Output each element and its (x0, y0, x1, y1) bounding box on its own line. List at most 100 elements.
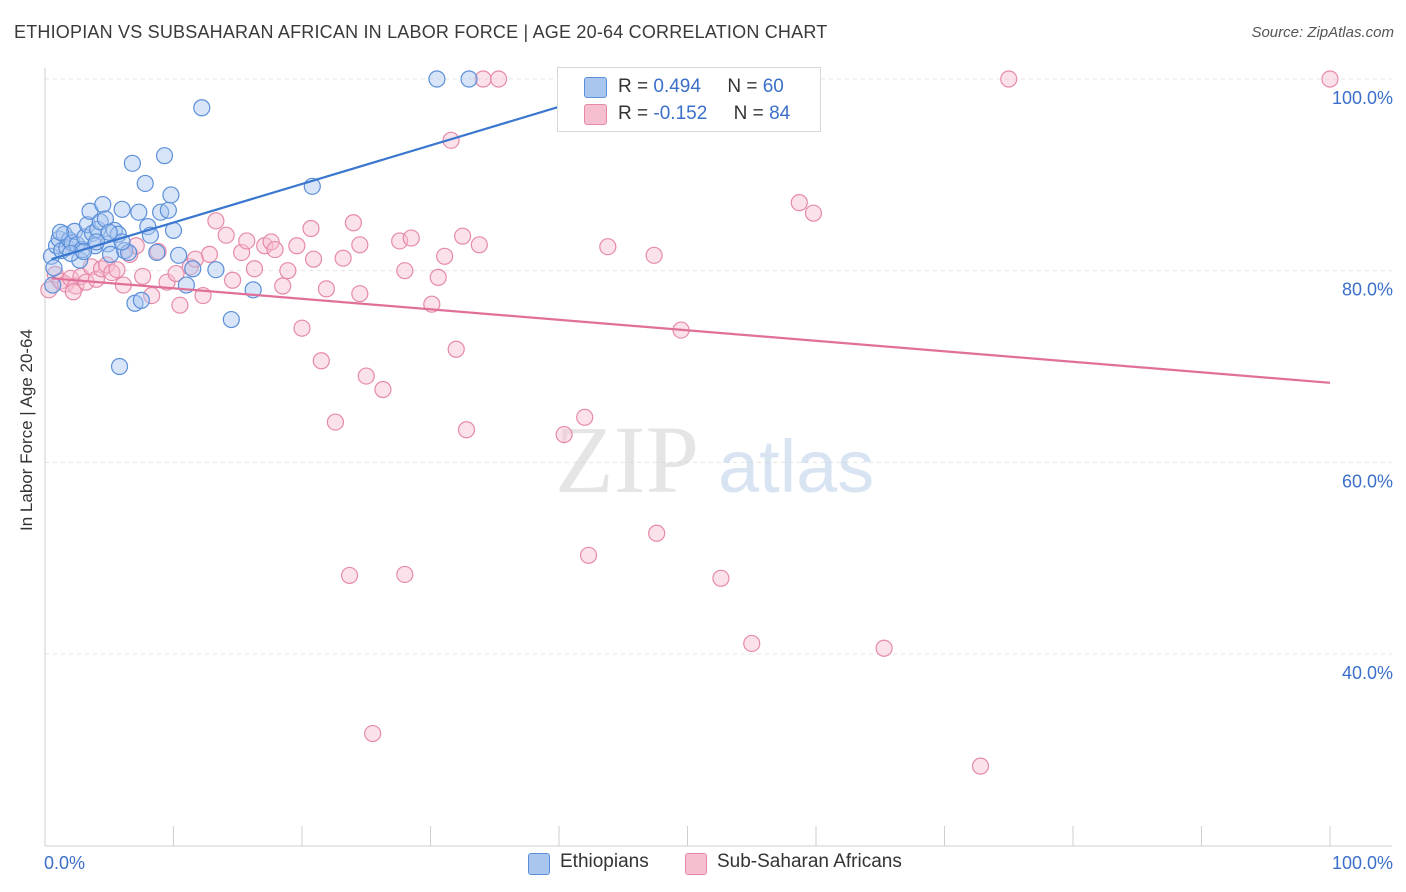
sub-saharan-point (1321, 70, 1339, 88)
source-label: Source: ZipAtlas.com (1251, 24, 1394, 41)
sub-saharan-point (288, 237, 306, 255)
sub-saharan-point (245, 260, 264, 278)
legend-label-ethiopians: Ethiopians (560, 851, 649, 872)
sub-saharan-point (304, 250, 323, 268)
sub-saharan-point (317, 280, 336, 298)
y-axis-label-wrap: In Labor Force | Age 20-64 (12, 280, 42, 580)
ethiopian-point (136, 174, 154, 193)
sub-saharan-point (648, 524, 666, 542)
sub-saharan-point (344, 214, 362, 232)
sub-saharan-point (1000, 70, 1018, 88)
series-ethiopians-points (42, 70, 478, 376)
r-label: R = (618, 103, 649, 124)
sub-saharan-point (743, 634, 761, 653)
n-label: N = (733, 103, 764, 124)
sub-saharan-point (207, 212, 225, 230)
sub-saharan-point (576, 408, 594, 426)
ethiopian-point (428, 70, 446, 88)
ethiopian-point (110, 357, 129, 376)
sub-saharan-point (364, 724, 382, 743)
ethiopian-point (132, 291, 150, 309)
ethiopian-point (162, 186, 180, 204)
sub-saharan-point (712, 569, 730, 587)
tick-labels: 40.0% 60.0% 80.0% 100.0% 0.0% 100.0% (44, 88, 1393, 873)
sub-saharan-point (447, 340, 465, 358)
sub-saharan-point (875, 639, 893, 657)
sub-saharan-point (790, 194, 808, 212)
sub-saharan-point (436, 247, 454, 265)
y-tick-label: 80.0% (1342, 280, 1393, 300)
sub-saharan-point (470, 236, 488, 254)
sub-saharan-point (108, 261, 126, 279)
watermark-atlas: atlas (718, 425, 874, 508)
blue-swatch (584, 77, 607, 98)
sub-saharan-point (293, 319, 311, 337)
ethiopian-point (100, 223, 118, 241)
trend-line-ethiopians (51, 101, 573, 261)
sub-saharan-point (266, 240, 284, 259)
sub-saharan-point (351, 236, 369, 254)
sub-saharan-point (326, 413, 345, 431)
correlation-legend: R = 0.494 N = 60 R = -0.152 N = 84 (557, 67, 821, 132)
ethiopian-point (159, 201, 177, 219)
watermark-zip: ZIP (555, 406, 699, 513)
trend-lines (51, 101, 1331, 384)
sub-saharan-point (279, 262, 297, 280)
ethiopian-point (101, 245, 120, 263)
sub-saharan-point (490, 70, 508, 88)
sub-saharan-point (238, 232, 256, 250)
sub-saharan-point (171, 296, 189, 314)
ethiopian-point (123, 154, 141, 172)
sub-saharan-point (396, 262, 414, 280)
ethiopian-point (78, 216, 97, 234)
x-tick-label: 0.0% (44, 853, 85, 873)
ethiopian-point (222, 310, 240, 329)
y-tick-label: 100.0% (1332, 88, 1393, 108)
y-axis-label: In Labor Force | Age 20-64 (17, 329, 36, 531)
sub-saharan-point (804, 204, 823, 222)
ethiopian-point (44, 276, 62, 294)
grid-lines (45, 78, 1392, 655)
chart-title: ETHIOPIAN VS SUBSAHARAN AFRICAN IN LABOR… (14, 22, 828, 42)
sub-saharan-point (134, 267, 152, 286)
n-label: N = (727, 76, 758, 97)
r-value-sub-saharan: -0.152 (653, 103, 708, 124)
sub-saharan-point (454, 227, 472, 245)
sub-saharan-point (200, 245, 219, 263)
sub-saharan-point (167, 264, 185, 283)
ethiopian-point (184, 260, 202, 278)
sub-saharan-point (103, 263, 121, 282)
blue-swatch (528, 853, 550, 875)
ethiopian-point (170, 246, 188, 264)
series-sub-saharan-points (40, 70, 1339, 775)
sub-saharan-point (579, 546, 598, 564)
sub-saharan-point (374, 380, 392, 399)
ethiopian-point (193, 99, 211, 117)
sub-saharan-point (217, 226, 235, 244)
n-value-sub-saharan: 84 (769, 103, 791, 124)
pink-swatch (685, 853, 707, 875)
sub-saharan-point (402, 229, 420, 247)
sub-saharan-point (312, 352, 330, 370)
axes (44, 68, 1392, 847)
y-tick-label: 60.0% (1342, 471, 1393, 491)
ethiopian-point (113, 233, 131, 251)
r-value-ethiopians: 0.494 (653, 76, 701, 97)
ethiopian-point (207, 261, 225, 279)
trend-line-sub-saharan (51, 277, 1331, 384)
sub-saharan-point (555, 425, 573, 444)
sub-saharan-point (149, 242, 167, 261)
sub-saharan-point (302, 219, 320, 238)
ethiopian-point (96, 210, 114, 228)
ethiopian-point (45, 259, 63, 277)
ethiopian-point (71, 251, 89, 269)
x-tick-label: 100.0% (1332, 853, 1393, 873)
sub-saharan-point (357, 367, 375, 385)
ethiopian-point (119, 243, 138, 262)
sub-saharan-point (274, 277, 292, 295)
ethiopian-point (148, 243, 166, 262)
ethiopian-point (51, 223, 70, 241)
sub-saharan-point (599, 238, 617, 256)
ethiopian-point (113, 200, 131, 218)
